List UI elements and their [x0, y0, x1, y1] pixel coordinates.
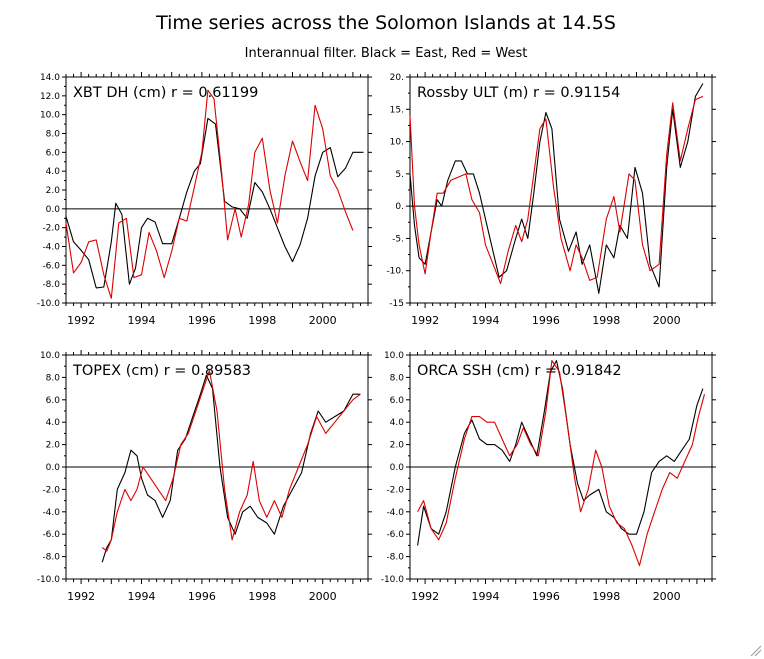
p1-ytick-label: 0. [395, 202, 404, 212]
p2-ytick-label: -4.0 [42, 508, 60, 518]
p3-xtick-label: 1998 [592, 590, 620, 603]
p3-ytick-label: 2.0 [390, 441, 405, 451]
p2-ytick-label: 10.0 [40, 351, 60, 361]
p0-ytick-label: 10.0 [40, 111, 60, 121]
p1-series-east-line [409, 83, 704, 294]
p1-ytick-label: -5. [392, 234, 404, 244]
p0-ytick-label: -8.0 [42, 280, 60, 290]
p3-series-west-line [417, 360, 706, 567]
p0-ytick-label: -10.0 [37, 299, 61, 309]
p0-ytick-label: 6.0 [46, 148, 61, 158]
p0-ytick-label: -4.0 [42, 243, 60, 253]
p1-xtick-label: 1998 [592, 314, 620, 327]
p0-panel-title: XBT DH (cm) r = 0.61199 [73, 85, 258, 101]
p2-xtick-label: 1996 [188, 590, 216, 603]
p3-ytick-label: -6.0 [386, 530, 404, 540]
p1-ytick-label: -10. [386, 267, 404, 277]
p2-panel-title: TOPEX (cm) r = 0.89583 [72, 363, 251, 379]
p1-xtick-label: 1994 [472, 314, 500, 327]
panel-xbt-dh: -10.0 -8.0 -6.0 -4.0 -2.0 0.0 2.0 4.0 6.0 8.0 10.0… [37, 72, 372, 327]
p2-ytick-label: -2.0 [42, 485, 60, 495]
p0-ytick-label: 2.0 [46, 186, 61, 196]
p1-ytick-label: 5. [395, 170, 404, 180]
p0-series-west-line [65, 89, 354, 299]
p3-ytick-label: 0.0 [390, 463, 405, 473]
p1-ytick-label: 10. [390, 138, 404, 148]
p0-ytick-label: 0.0 [46, 205, 61, 215]
resize-grip-icon[interactable] [750, 645, 762, 657]
p0-xtick-label: 1996 [188, 314, 216, 327]
p2-ytick-label: 6.0 [46, 396, 61, 406]
p2-ytick-label: 2.0 [46, 441, 61, 451]
p2-ytick-label: -8.0 [42, 553, 60, 563]
p0-ytick-label: 8.0 [46, 130, 61, 140]
p2-ytick-label: 4.0 [46, 418, 61, 428]
p2-xtick-label: 2000 [309, 590, 337, 603]
p3-ytick-label: 8.0 [390, 373, 405, 383]
p3-ytick-label: -4.0 [386, 508, 404, 518]
p0-ytick-label: -2.0 [42, 224, 60, 234]
p3-ytick-label: -2.0 [386, 485, 404, 495]
p0-ytick-label: 4.0 [46, 167, 61, 177]
p2-ytick-label: 8.0 [46, 373, 61, 383]
p3-ytick-label: 4.0 [390, 418, 405, 428]
p1-xtick-label: 2000 [653, 314, 681, 327]
p3-ytick-label: -8.0 [386, 553, 404, 563]
p0-ytick-label: 14.0 [40, 73, 60, 83]
p3-ytick-label: -10.0 [381, 575, 405, 585]
p0-xtick-label: 1998 [248, 314, 276, 327]
p1-xtick-label: 1992 [411, 314, 439, 327]
p0-ytick-label: 12.0 [40, 92, 60, 102]
p2-xtick-label: 1998 [248, 590, 276, 603]
p2-series-east-line [101, 374, 361, 563]
p1-ytick-label: 15. [390, 105, 404, 115]
panel-topex: -10.0 -8.0 -6.0 -4.0 -2.0 0.0 2.0 4.0 6.0 8.0 10.0… [37, 350, 372, 603]
p1-ytick-label: -15 [389, 299, 404, 309]
p3-xtick-label: 1994 [472, 590, 500, 603]
p2-ytick-label: -6.0 [42, 530, 60, 540]
p2-series-west-line [101, 370, 361, 552]
p1-panel-title: Rossby ULT (m) r = 0.91154 [417, 85, 620, 101]
p2-xtick-label: 1992 [67, 590, 95, 603]
p3-ytick-label: 10.0 [384, 351, 404, 361]
figure-title: Time series across the Solomon Islands a… [155, 12, 616, 34]
p3-ytick-label: 6.0 [390, 396, 405, 406]
p1-series-west-line [409, 95, 704, 285]
p2-ytick-label: 0.0 [46, 463, 61, 473]
p3-xtick-label: 1992 [411, 590, 439, 603]
p1-xtick-label: 1996 [532, 314, 560, 327]
p0-xtick-label: 1994 [128, 314, 156, 327]
p3-xtick-label: 1996 [532, 590, 560, 603]
p0-ytick-label: -6.0 [42, 261, 60, 271]
p0-xtick-label: 2000 [309, 314, 337, 327]
p3-xtick-label: 2000 [653, 590, 681, 603]
p2-xtick-label: 1994 [128, 590, 156, 603]
p0-series-east-line [65, 117, 364, 289]
p2-ytick-label: -10.0 [37, 575, 61, 585]
panel-rossby-ult: -15 -10. -5. 0. 5. 10. 15. 20. 1992 1994 1996 1998 2… [386, 72, 716, 327]
p3-panel-title: ORCA SSH (cm) r = 0.91842 [417, 363, 622, 379]
p0-xtick-label: 1992 [67, 314, 95, 327]
p1-ytick-label: 20. [390, 73, 404, 83]
panel-orca-ssh: -10.0 -8.0 -6.0 -4.0 -2.0 0.0 2.0 4.0 6.0 8.0 10.0… [381, 350, 716, 603]
figure-subtitle: Interannual filter. Black = East, Red = … [245, 46, 528, 61]
